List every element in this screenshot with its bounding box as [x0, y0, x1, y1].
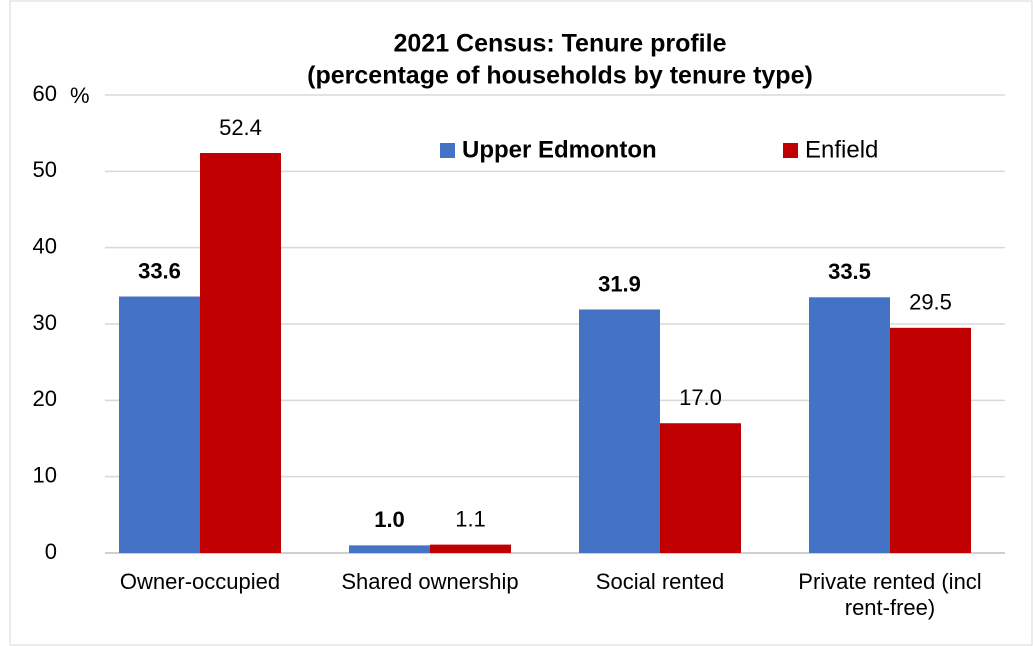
y-tick-label: 50 [33, 157, 57, 182]
legend-label: Enfield [805, 136, 878, 163]
y-tick-label: 30 [33, 310, 57, 335]
legend-swatch [783, 143, 798, 158]
data-label: 33.5 [828, 259, 871, 284]
y-tick-label: 10 [33, 462, 57, 487]
legend-swatch [440, 143, 455, 158]
x-tick-label: Shared ownership [341, 569, 519, 594]
bar [890, 327, 971, 553]
bar [349, 545, 430, 553]
data-label: 29.5 [909, 290, 952, 315]
bar [579, 309, 660, 553]
bar [119, 296, 200, 553]
chart-title: (percentage of households by tenure type… [307, 62, 813, 90]
chart-frame [9, 0, 1033, 646]
y-tick-label: 60 [33, 81, 57, 106]
bar [660, 423, 741, 553]
data-label: 31.9 [598, 271, 641, 296]
x-tick-label: Social rented [595, 569, 725, 594]
data-label: 33.6 [138, 258, 181, 283]
data-label: 1.0 [374, 507, 405, 532]
y-tick-label: 0 [45, 539, 57, 564]
bar [200, 153, 281, 553]
data-label: 52.4 [219, 115, 262, 140]
chart-title: 2021 Census: Tenure profile [394, 30, 727, 58]
x-tick-label: Private rented (incl rent-free) [798, 569, 982, 620]
data-label: 17.0 [679, 385, 722, 410]
legend-label: Upper Edmonton [462, 136, 657, 163]
y-axis-label: % [70, 83, 90, 108]
data-label: 1.1 [455, 506, 486, 531]
bar [809, 297, 890, 553]
y-tick-label: 40 [33, 233, 57, 258]
bar [430, 544, 511, 553]
x-tick-label: Owner-occupied [119, 569, 281, 594]
y-tick-label: 20 [33, 386, 57, 411]
